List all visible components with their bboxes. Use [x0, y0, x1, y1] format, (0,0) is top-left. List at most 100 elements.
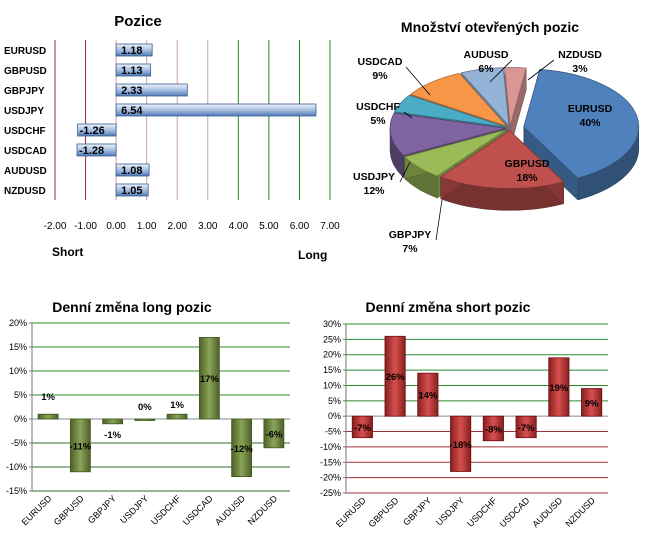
- x-tick-label: AUDUSD: [530, 495, 564, 529]
- pie-label: AUDUSD: [464, 49, 509, 61]
- pie-slice: [439, 130, 565, 189]
- category-label: GBPUSD: [4, 66, 47, 77]
- bar: [515, 415, 537, 439]
- pie-label: GBPUSD: [505, 158, 550, 170]
- y-tick-label: 25%: [323, 334, 341, 344]
- category-label: EURUSD: [4, 46, 46, 57]
- data-label: 2.33: [121, 85, 142, 97]
- bar: [548, 357, 570, 417]
- pie-label: USDCHF: [356, 101, 400, 113]
- y-tick-label: -10%: [6, 462, 27, 472]
- pie-tops: [389, 67, 640, 189]
- x-tick-label: 7.00: [320, 221, 340, 232]
- data-label: -7%: [354, 423, 371, 434]
- chart-title: Množství otevřených pozic: [401, 19, 579, 35]
- pie-percent: 40%: [579, 117, 601, 129]
- x-tick-label: USDCAD: [498, 495, 532, 529]
- x-tick-label: 6.00: [290, 221, 310, 232]
- bar: [351, 415, 373, 439]
- pie-slice: [523, 68, 640, 179]
- leader-line: [403, 111, 413, 119]
- data-label: 14%: [418, 391, 438, 402]
- data-label: -1.26: [80, 125, 105, 137]
- x-tick-label: USDJPY: [118, 493, 150, 525]
- y-tick-label: 5%: [14, 390, 27, 400]
- x-tick-label: 5.00: [259, 221, 279, 232]
- short-label: Short: [52, 245, 83, 259]
- pie-label: NZDUSD: [558, 49, 602, 61]
- x-tick-label: GBPUSD: [367, 495, 401, 529]
- chart-title: Pozice: [114, 13, 162, 30]
- bar: [102, 418, 124, 425]
- short-change-chart: Denní změna short pozic -25% -20% -15% -10% -…: [310, 290, 648, 542]
- pie-percent: 5%: [370, 115, 386, 127]
- data-label: 1%: [41, 392, 55, 403]
- y-tick-label: 15%: [9, 342, 27, 352]
- bar: [198, 337, 220, 420]
- bar: [417, 372, 439, 417]
- bar: [76, 143, 117, 157]
- x-tick-label: EURUSD: [20, 493, 54, 527]
- bar: [482, 415, 504, 442]
- x-tick-label: AUDUSD: [213, 493, 247, 527]
- bar: [115, 103, 317, 117]
- bar: [450, 415, 472, 472]
- bar: [384, 335, 406, 417]
- x-tick-label: 2.00: [167, 221, 187, 232]
- data-label: -1.28: [79, 145, 104, 157]
- bar: [37, 413, 59, 420]
- y-tick-label: 15%: [323, 365, 341, 375]
- x-tick-label: USDCHF: [465, 495, 499, 529]
- data-label: -18%: [450, 440, 473, 451]
- data-label: 17%: [200, 374, 220, 385]
- pie-slice: [389, 112, 506, 156]
- data-label: 1.05: [121, 185, 142, 197]
- y-tick-label: 30%: [323, 319, 341, 329]
- y-tick-label: 10%: [323, 380, 341, 390]
- category-label: USDCAD: [4, 146, 47, 157]
- x-tick-label: GBPUSD: [52, 493, 86, 527]
- bar: [115, 163, 150, 177]
- data-label: 0%: [138, 402, 152, 413]
- x-tick-label: USDJPY: [434, 495, 466, 527]
- data-label: -12%: [231, 444, 254, 455]
- x-tick-label: USDCHF: [149, 493, 183, 527]
- y-tick-label: 0%: [328, 411, 341, 421]
- data-label: 6.54: [121, 105, 143, 117]
- bar: [115, 43, 153, 57]
- y-tick-label: 10%: [9, 366, 27, 376]
- bar: [115, 63, 152, 77]
- x-tick-label: 3.00: [198, 221, 218, 232]
- data-label: 26%: [386, 372, 406, 383]
- category-label: NZDUSD: [4, 186, 46, 197]
- y-tick-label: -15%: [6, 486, 27, 496]
- y-tick-label: 5%: [328, 396, 341, 406]
- bar: [134, 418, 156, 421]
- bar: [231, 418, 253, 477]
- pie-percent: 12%: [363, 185, 385, 197]
- leader-line: [399, 161, 411, 183]
- pie-label: USDJPY: [353, 171, 395, 183]
- positions-chart-svg: Pozice -2.00 -1.00 0.00 1.00 2.00 3.00 4.00 5.00…: [4, 13, 340, 262]
- y-tick-label: 0%: [14, 414, 27, 424]
- pie-percent: 6%: [478, 63, 494, 75]
- pie-percent: 18%: [516, 172, 538, 184]
- category-label: USDCHF: [4, 126, 46, 137]
- y-tick-label: -15%: [320, 457, 341, 467]
- pie-label: USDCAD: [358, 56, 403, 68]
- positions-chart: Pozice -2.00 -1.00 0.00 1.00 2.00 3.00 4.00 5.00…: [0, 0, 350, 270]
- pie-slice: [460, 67, 510, 127]
- category-label: AUDUSD: [4, 166, 47, 177]
- data-label: -8%: [485, 424, 502, 435]
- x-tick-label: EURUSD: [334, 495, 368, 529]
- data-label: 1%: [170, 400, 184, 411]
- pie-percent: 3%: [572, 63, 588, 75]
- y-tick-label: -20%: [320, 473, 341, 483]
- long-label: Long: [298, 248, 327, 262]
- y-tick-label: -25%: [320, 488, 341, 498]
- data-label: -1%: [104, 430, 121, 441]
- x-tick-label: GBPJPY: [401, 495, 433, 527]
- long-change-chart: Denní změna long pozic -15% -10% -5% 0% 5% 10%…: [0, 290, 310, 542]
- x-tick-label: 0.00: [106, 221, 126, 232]
- pie-slice: [409, 72, 508, 127]
